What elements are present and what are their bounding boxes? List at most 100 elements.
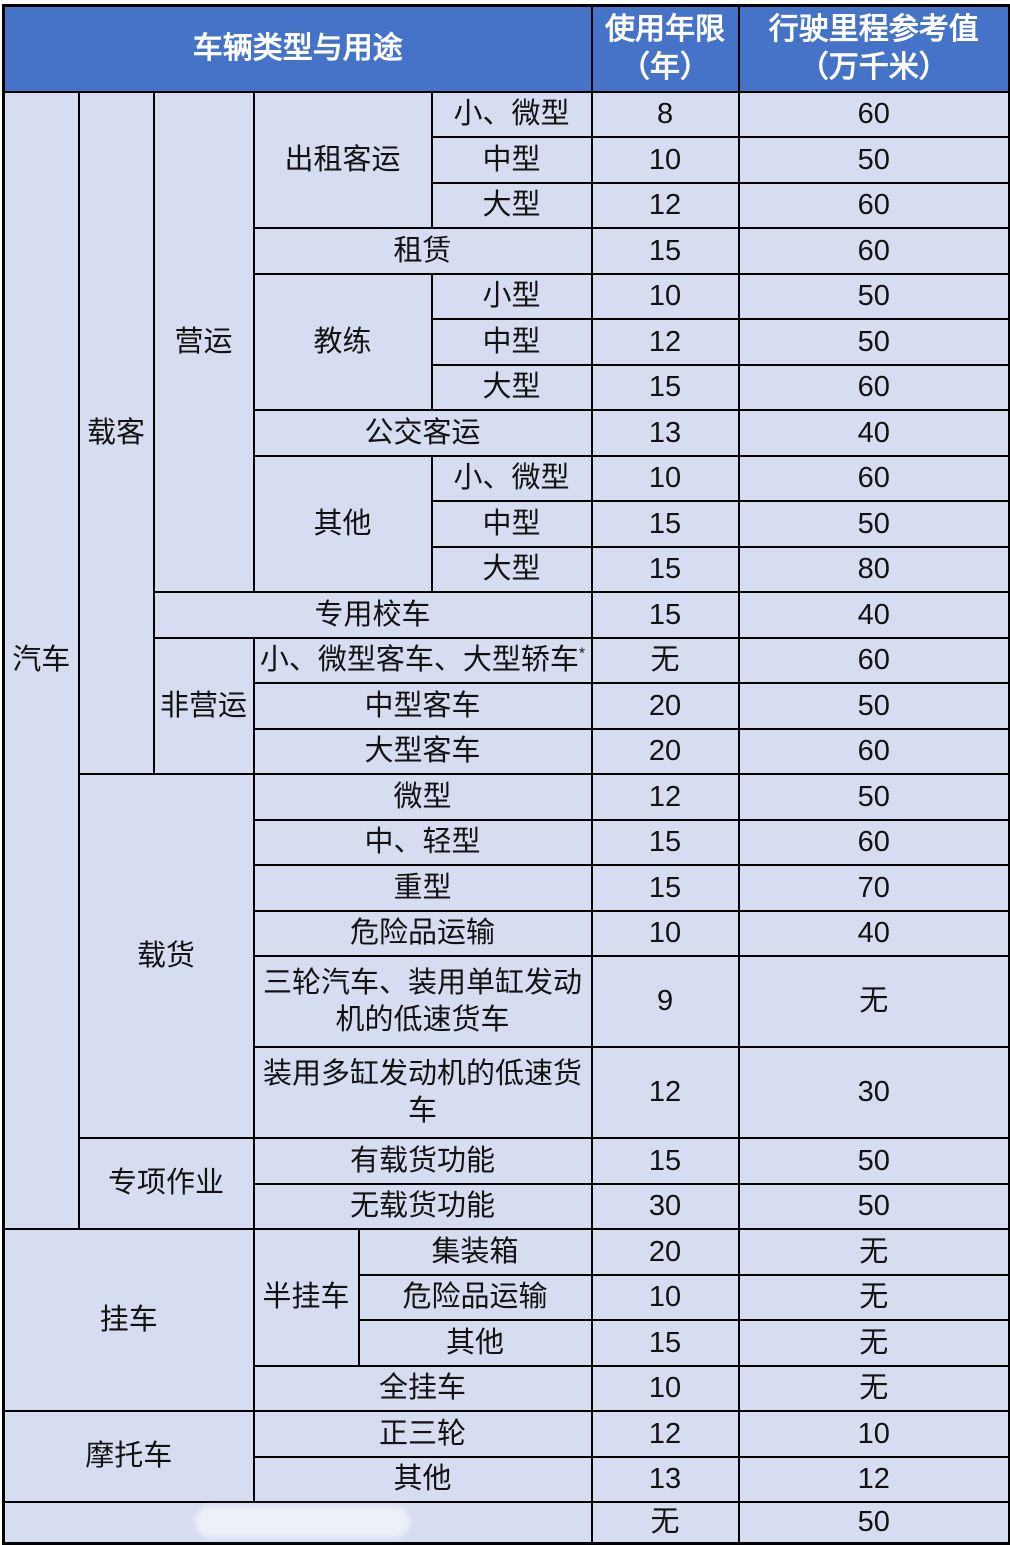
mileage-cell: 60	[737, 727, 1010, 775]
table-row: 其他 13 12	[4, 1455, 1010, 1503]
table-row: 摩托车 正三轮 12 10	[2, 1410, 1010, 1503]
table-row: 租赁 15 60	[4, 227, 1010, 275]
mileage-cell: 50	[737, 773, 1010, 821]
years-cell: 10	[590, 454, 740, 502]
years-cell: 20	[590, 1228, 740, 1276]
years-cell: 12	[590, 318, 740, 366]
table-row: 无 50	[2, 1501, 1010, 1544]
mileage-cell: 60	[737, 636, 1010, 684]
type-cell: 其他	[357, 1319, 593, 1367]
years-cell: 10	[590, 909, 740, 957]
type-cell: 大型	[430, 545, 593, 593]
mileage-cell: 10	[737, 1410, 1010, 1458]
mileage-cell: 12	[737, 1455, 1010, 1503]
years-cell: 15	[590, 1137, 740, 1185]
mileage-cell: 40	[737, 409, 1010, 457]
years-cell: 8	[590, 90, 740, 138]
cell-taxi-label: 出租客运	[252, 90, 433, 229]
years-cell: 12	[590, 1046, 740, 1139]
mileage-cell: 60	[737, 363, 1010, 411]
table-row: 载货 微型 12 50	[4, 773, 1010, 1139]
type-cell: 大型	[430, 181, 593, 229]
table-row: 大型 15 80	[4, 545, 1010, 593]
years-cell: 13	[590, 1455, 740, 1503]
cell-school-bus-label: 专用校车	[152, 591, 593, 639]
cell-public-bus-label: 公交客运	[252, 409, 593, 457]
mileage-cell: 无	[737, 955, 1010, 1048]
table-row: 汽车 载客 营运 出租客运 小、微型 8 60	[2, 90, 1010, 1230]
mileage-cell: 60	[737, 227, 1010, 275]
cell-rental-label: 租赁	[252, 227, 593, 275]
header-use-years: 使用年限 （年）	[590, 4, 740, 93]
table-row: 危险品运输 10 40	[4, 909, 1010, 957]
table-row: 中型客车 20 50	[4, 682, 1010, 730]
type-cell: 有载货功能	[252, 1137, 593, 1185]
years-cell: 15	[590, 818, 740, 866]
mileage-cell: 50	[737, 272, 1010, 320]
type-cell: 其他	[252, 1455, 593, 1503]
mileage-cell: 60	[737, 818, 1010, 866]
years-cell: 15	[590, 864, 740, 912]
years-cell: 15	[590, 545, 740, 593]
mileage-cell: 50	[737, 682, 1010, 730]
type-cell: 中、轻型	[252, 818, 593, 866]
table-row: 全挂车 10 无	[4, 1364, 1010, 1412]
non-operating-small-label: 小、微型客车、大型轿车	[259, 644, 579, 677]
type-cell: 集装箱	[357, 1228, 593, 1276]
table-row: 大型 12 60	[4, 181, 1010, 229]
mileage-cell: 40	[737, 591, 1010, 639]
years-cell: 15	[590, 227, 740, 275]
type-cell: 重型	[252, 864, 593, 912]
years-cell: 10	[590, 136, 740, 184]
table-row: 无载货功能 30 50	[4, 1182, 1010, 1230]
footnote-asterisk: *	[578, 645, 586, 663]
cell-operating-label: 营运	[152, 90, 255, 593]
table-row: 重型 15 70	[4, 864, 1010, 912]
header-vehicle-type: 车辆类型与用途	[2, 4, 593, 93]
mileage-cell: 70	[737, 864, 1010, 912]
table-row: 中型 10 50	[4, 136, 1010, 184]
type-cell: 小型	[430, 272, 593, 320]
mileage-cell: 无	[737, 1319, 1010, 1367]
cell-full-trailer-label: 全挂车	[252, 1364, 593, 1412]
years-cell: 15	[590, 1319, 740, 1367]
mileage-cell: 无	[737, 1273, 1010, 1321]
years-cell: 10	[590, 1364, 740, 1412]
mileage-cell: 40	[737, 909, 1010, 957]
type-cell: 中型	[430, 136, 593, 184]
years-cell: 12	[590, 181, 740, 229]
years-cell: 15	[590, 591, 740, 639]
cell-training-label: 教练	[252, 272, 433, 411]
years-cell: 12	[590, 1410, 740, 1458]
years-cell: 13	[590, 409, 740, 457]
table-row: 大型客车 20 60	[4, 727, 1010, 775]
cell-non-operating-label: 非营运	[152, 636, 255, 775]
years-cell: 20	[590, 682, 740, 730]
mileage-cell: 50	[737, 136, 1010, 184]
years-cell: 12	[590, 773, 740, 821]
table-row: 中型 12 50	[4, 318, 1010, 366]
type-cell: 中型	[430, 318, 593, 366]
mileage-cell: 50	[737, 1137, 1010, 1185]
table-row: 公交客运 13 40	[4, 409, 1010, 457]
type-cell: 危险品运输	[252, 909, 593, 957]
years-cell: 15	[590, 500, 740, 548]
cell-motorcycle-label: 摩托车	[2, 1410, 255, 1503]
type-cell: 无载货功能	[252, 1182, 593, 1230]
type-cell: 中型客车	[252, 682, 593, 730]
vehicle-scrap-standard-table: 车辆类型与用途 使用年限 （年） 行驶里程参考值 （万千米） 汽车 载客 营运 …	[2, 4, 1010, 1545]
cell-car-label: 汽车	[2, 90, 80, 1230]
type-cell: 正三轮	[252, 1410, 593, 1458]
table-row: 其他 15 无	[4, 1319, 1010, 1367]
type-cell: 小、微型	[430, 454, 593, 502]
table-row: 危险品运输 10 无	[4, 1273, 1010, 1321]
mileage-cell: 无	[737, 1364, 1010, 1412]
header-mileage-ref: 行驶里程参考值 （万千米）	[737, 4, 1010, 93]
years-cell: 15	[590, 363, 740, 411]
table-row: 挂车 半挂车 集装箱 20 无	[2, 1228, 1010, 1412]
type-cell: 大型	[430, 363, 593, 411]
type-cell: 中型	[430, 500, 593, 548]
mileage-cell: 50	[737, 318, 1010, 366]
mileage-cell: 50	[737, 1182, 1010, 1230]
